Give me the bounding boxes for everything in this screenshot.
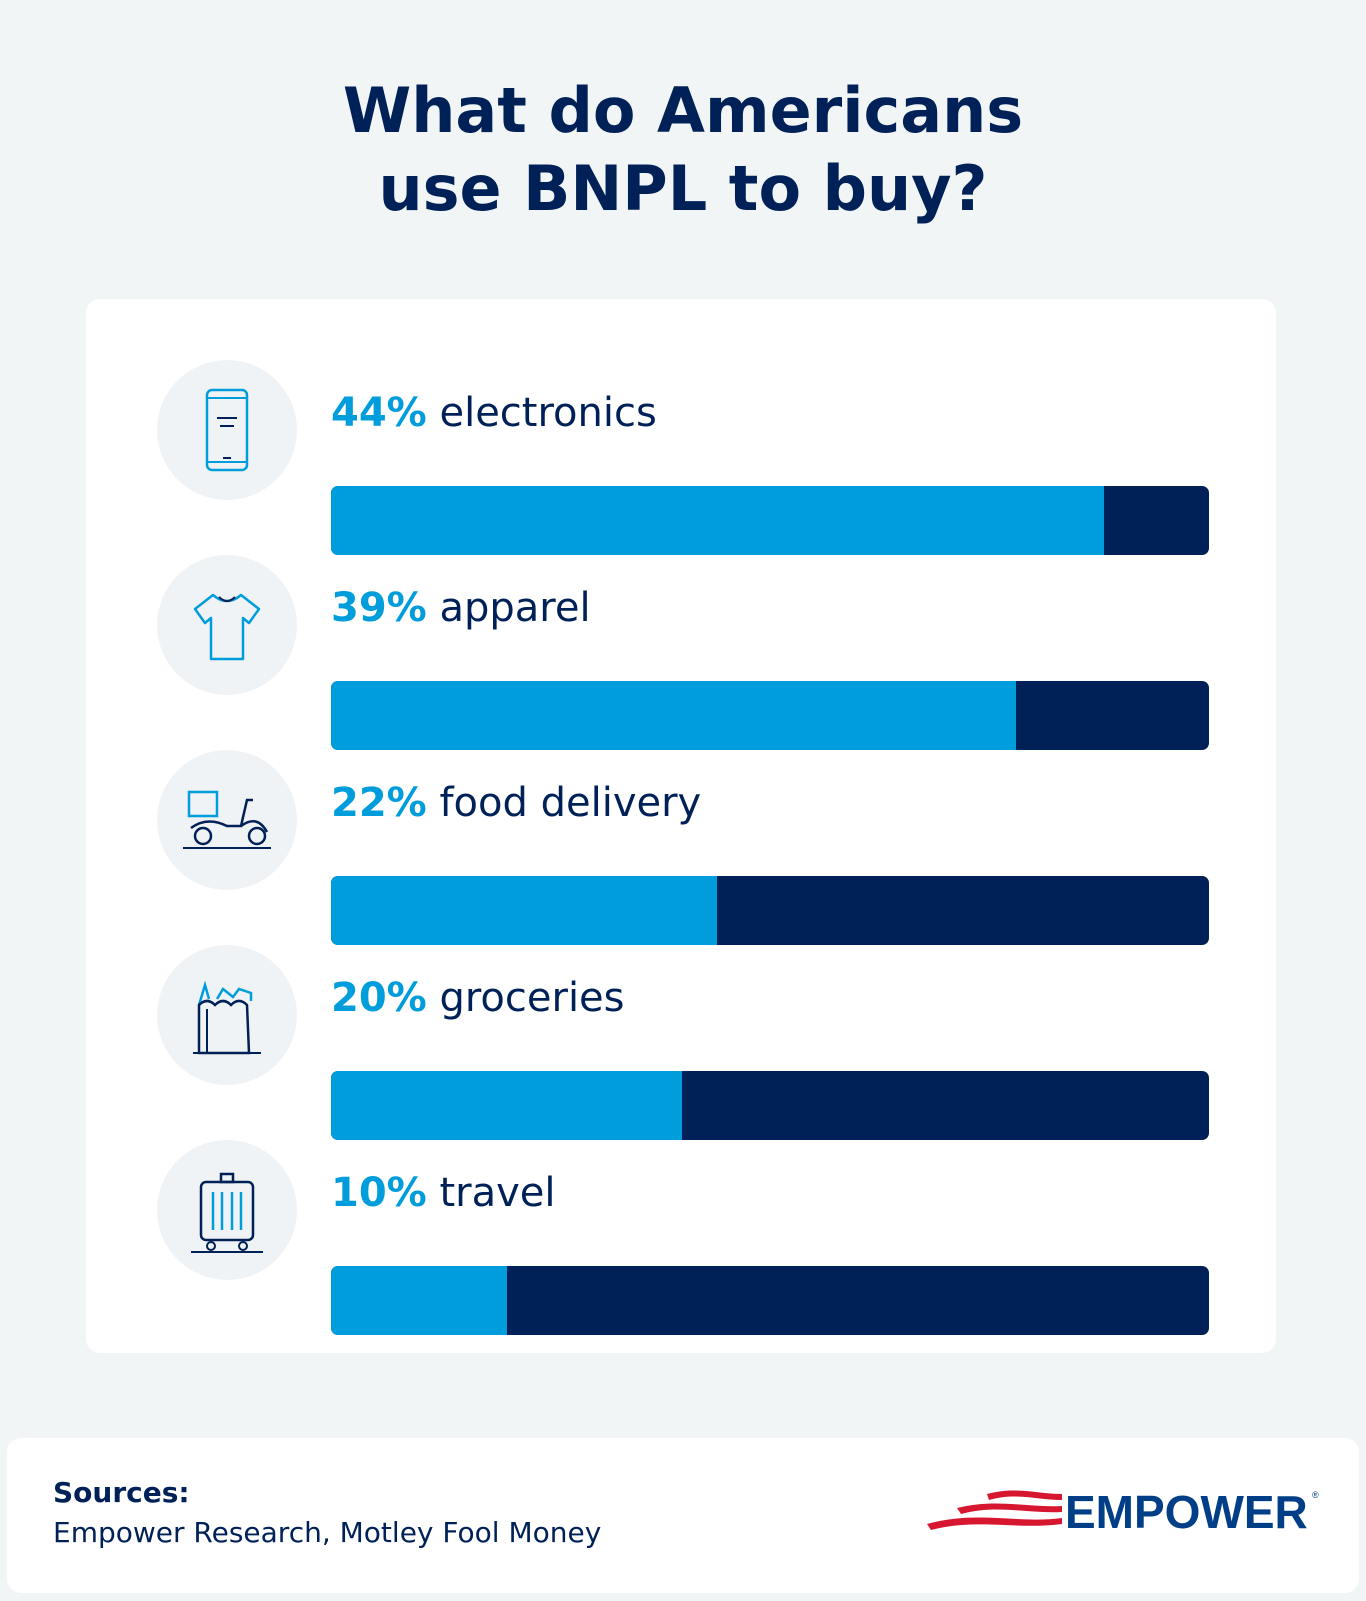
bar-value-label: 44% xyxy=(331,390,427,436)
bar-row: 39% apparel xyxy=(86,555,1276,750)
t-shirt-icon xyxy=(193,593,261,661)
bar-row: 20% groceries xyxy=(86,945,1276,1140)
icon-circle xyxy=(157,360,297,500)
bar-value-label: 20% xyxy=(331,975,427,1021)
bar-row: 44% electronics xyxy=(86,360,1276,555)
icon-circle xyxy=(157,750,297,890)
sources-text: Empower Research, Motley Fool Money xyxy=(53,1516,602,1549)
bar-row: 10% travel xyxy=(86,1140,1276,1335)
bar-track xyxy=(331,681,1209,750)
category-label: apparel xyxy=(439,585,591,631)
category-label: groceries xyxy=(439,975,625,1021)
footer: Sources: Empower Research, Motley Fool M… xyxy=(7,1438,1359,1593)
bar-label: 20% groceries xyxy=(331,973,625,1023)
sources-label: Sources: xyxy=(53,1476,190,1509)
title-line-1: What do Americans xyxy=(342,74,1024,147)
icon-circle xyxy=(157,1140,297,1280)
svg-text:®: ® xyxy=(1312,1490,1319,1500)
bar-value-label: 22% xyxy=(331,780,427,826)
page-title: What do Americans use BNPL to buy? xyxy=(0,72,1366,228)
bar-fill xyxy=(331,486,1104,555)
delivery-scooter-icon xyxy=(183,790,271,849)
bar-label: 39% apparel xyxy=(331,583,591,633)
icon-circle xyxy=(157,555,297,695)
bar-label: 22% food delivery xyxy=(331,778,701,828)
suitcase-icon xyxy=(191,1172,263,1253)
empower-logo: EMPOWER ® xyxy=(927,1486,1319,1538)
bar-track xyxy=(331,876,1209,945)
category-label: electronics xyxy=(439,390,657,436)
bar-label: 10% travel xyxy=(331,1168,556,1218)
bar-value-label: 39% xyxy=(331,585,427,631)
chart-card: 44% electronics 39% apparel 22% food del… xyxy=(86,299,1276,1353)
bar-fill xyxy=(331,876,718,945)
bar-fill xyxy=(331,1266,507,1335)
category-label: food delivery xyxy=(439,780,702,826)
grocery-bag-icon xyxy=(193,980,261,1055)
bar-track xyxy=(331,1071,1209,1140)
bar-label: 44% electronics xyxy=(331,388,657,438)
bar-fill xyxy=(331,681,1016,750)
category-label: travel xyxy=(439,1170,556,1216)
svg-text:EMPOWER: EMPOWER xyxy=(1065,1486,1308,1538)
bar-value-label: 10% xyxy=(331,1170,427,1216)
smartphone-icon xyxy=(205,388,249,472)
bar-track xyxy=(331,1266,1209,1335)
bar-fill xyxy=(331,1071,683,1140)
bar-row: 22% food delivery xyxy=(86,750,1276,945)
title-line-2: use BNPL to buy? xyxy=(378,152,988,225)
bar-track xyxy=(331,486,1209,555)
icon-circle xyxy=(157,945,297,1085)
